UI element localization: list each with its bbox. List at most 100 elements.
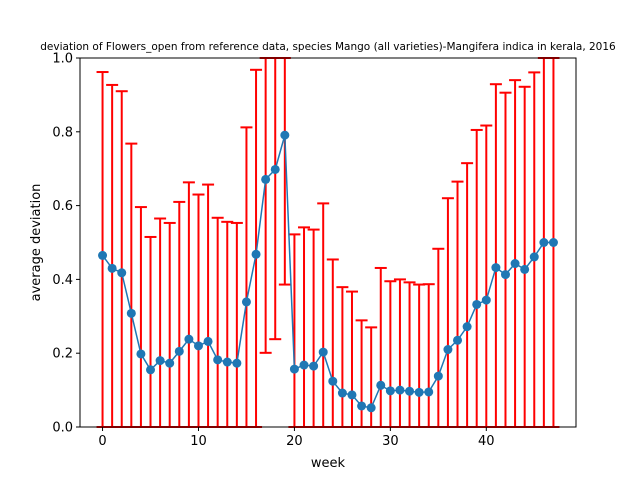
data-point (424, 387, 434, 397)
data-point (548, 238, 558, 247)
data-point (510, 259, 520, 269)
errorbar (470, 128, 483, 428)
errorbar (393, 278, 406, 428)
data-point (136, 349, 146, 359)
errorbar (240, 126, 253, 428)
errorbar (461, 162, 474, 428)
data-point (184, 334, 194, 344)
x-tick-label: 40 (478, 434, 495, 449)
data-point (529, 252, 539, 262)
data-point (357, 401, 367, 411)
data-point (385, 386, 395, 396)
data-point (165, 358, 175, 368)
errorbar (192, 193, 205, 428)
data-point (318, 347, 328, 357)
data-point (539, 238, 549, 247)
errorbar (96, 71, 109, 428)
data-point (270, 164, 280, 174)
errorbar (307, 228, 320, 428)
errorbar (259, 57, 272, 354)
errorbar (154, 217, 167, 428)
errorbar (413, 283, 426, 428)
y-tick-label: 0.0 (52, 421, 73, 436)
data-point (146, 365, 156, 375)
data-point (309, 361, 319, 371)
errorbar (326, 258, 339, 428)
errorbar (509, 79, 522, 428)
errorbar (182, 181, 195, 428)
errorbar (499, 91, 512, 428)
errorbar (221, 220, 234, 428)
data-point (453, 335, 463, 345)
errorbar (211, 216, 224, 428)
errorbar (336, 286, 349, 428)
errorbar (374, 266, 387, 428)
data-point (155, 356, 165, 366)
data-point (414, 387, 424, 397)
data-point (481, 295, 491, 305)
data-point (232, 358, 242, 368)
y-tick-label: 0.8 (52, 125, 73, 140)
data-point (289, 364, 299, 374)
data-point (261, 174, 271, 184)
errorbar (422, 283, 435, 428)
x-tick-label: 10 (190, 434, 207, 449)
plot-frame (79, 57, 577, 428)
errorbar (355, 319, 368, 428)
errorbar (115, 90, 128, 428)
errorbar (144, 235, 157, 428)
data-point (213, 355, 223, 365)
errorbar (173, 200, 186, 428)
data-point (328, 376, 338, 386)
y-tick-label: 0.6 (52, 199, 73, 214)
errorbar (480, 124, 493, 428)
markers (98, 130, 558, 413)
y-tick-label: 0.2 (52, 347, 73, 362)
x-axis: 0 10 20 30 40 (98, 427, 495, 449)
x-axis-label: week (311, 456, 346, 471)
errorbar (518, 85, 531, 428)
errorbar (403, 281, 416, 428)
errorbar (345, 290, 358, 428)
x-tick-label: 30 (382, 434, 399, 449)
data-point (520, 264, 530, 274)
errorbar (384, 280, 397, 428)
errorbar (298, 226, 311, 428)
data-point (405, 386, 415, 396)
data-point (222, 357, 232, 367)
data-point (472, 299, 482, 309)
errorbar (317, 202, 330, 428)
data-point (174, 346, 184, 356)
x-tick-label: 0 (98, 434, 106, 449)
data-point (347, 390, 357, 400)
data-point (337, 388, 347, 398)
errorbar (441, 197, 454, 428)
errorbar (451, 180, 464, 428)
data-point (433, 371, 443, 381)
data-point (126, 308, 136, 318)
data-point (98, 250, 108, 260)
data-point (395, 385, 405, 395)
y-tick-label: 0.4 (52, 273, 73, 288)
data-point (376, 380, 386, 390)
y-tick-label: 1.0 (52, 52, 73, 67)
errorbar (163, 221, 176, 428)
errorbar (489, 83, 502, 428)
errorbar (230, 221, 243, 428)
errorbar (269, 57, 282, 341)
data-point (443, 345, 453, 355)
errorbar (250, 68, 263, 428)
data-point (366, 403, 376, 413)
y-axis-label: average deviation (29, 184, 44, 302)
data-point (491, 263, 501, 273)
data-point (462, 322, 472, 332)
data-point (107, 263, 117, 273)
errorbar (202, 183, 215, 428)
x-tick-label: 20 (286, 434, 303, 449)
data-point (117, 268, 127, 278)
y-axis: 0.0 0.2 0.4 0.6 0.8 1.0 (52, 52, 80, 436)
data-point (203, 336, 213, 346)
data-point (193, 341, 203, 351)
errorbar (125, 142, 138, 428)
data-point (500, 270, 510, 280)
